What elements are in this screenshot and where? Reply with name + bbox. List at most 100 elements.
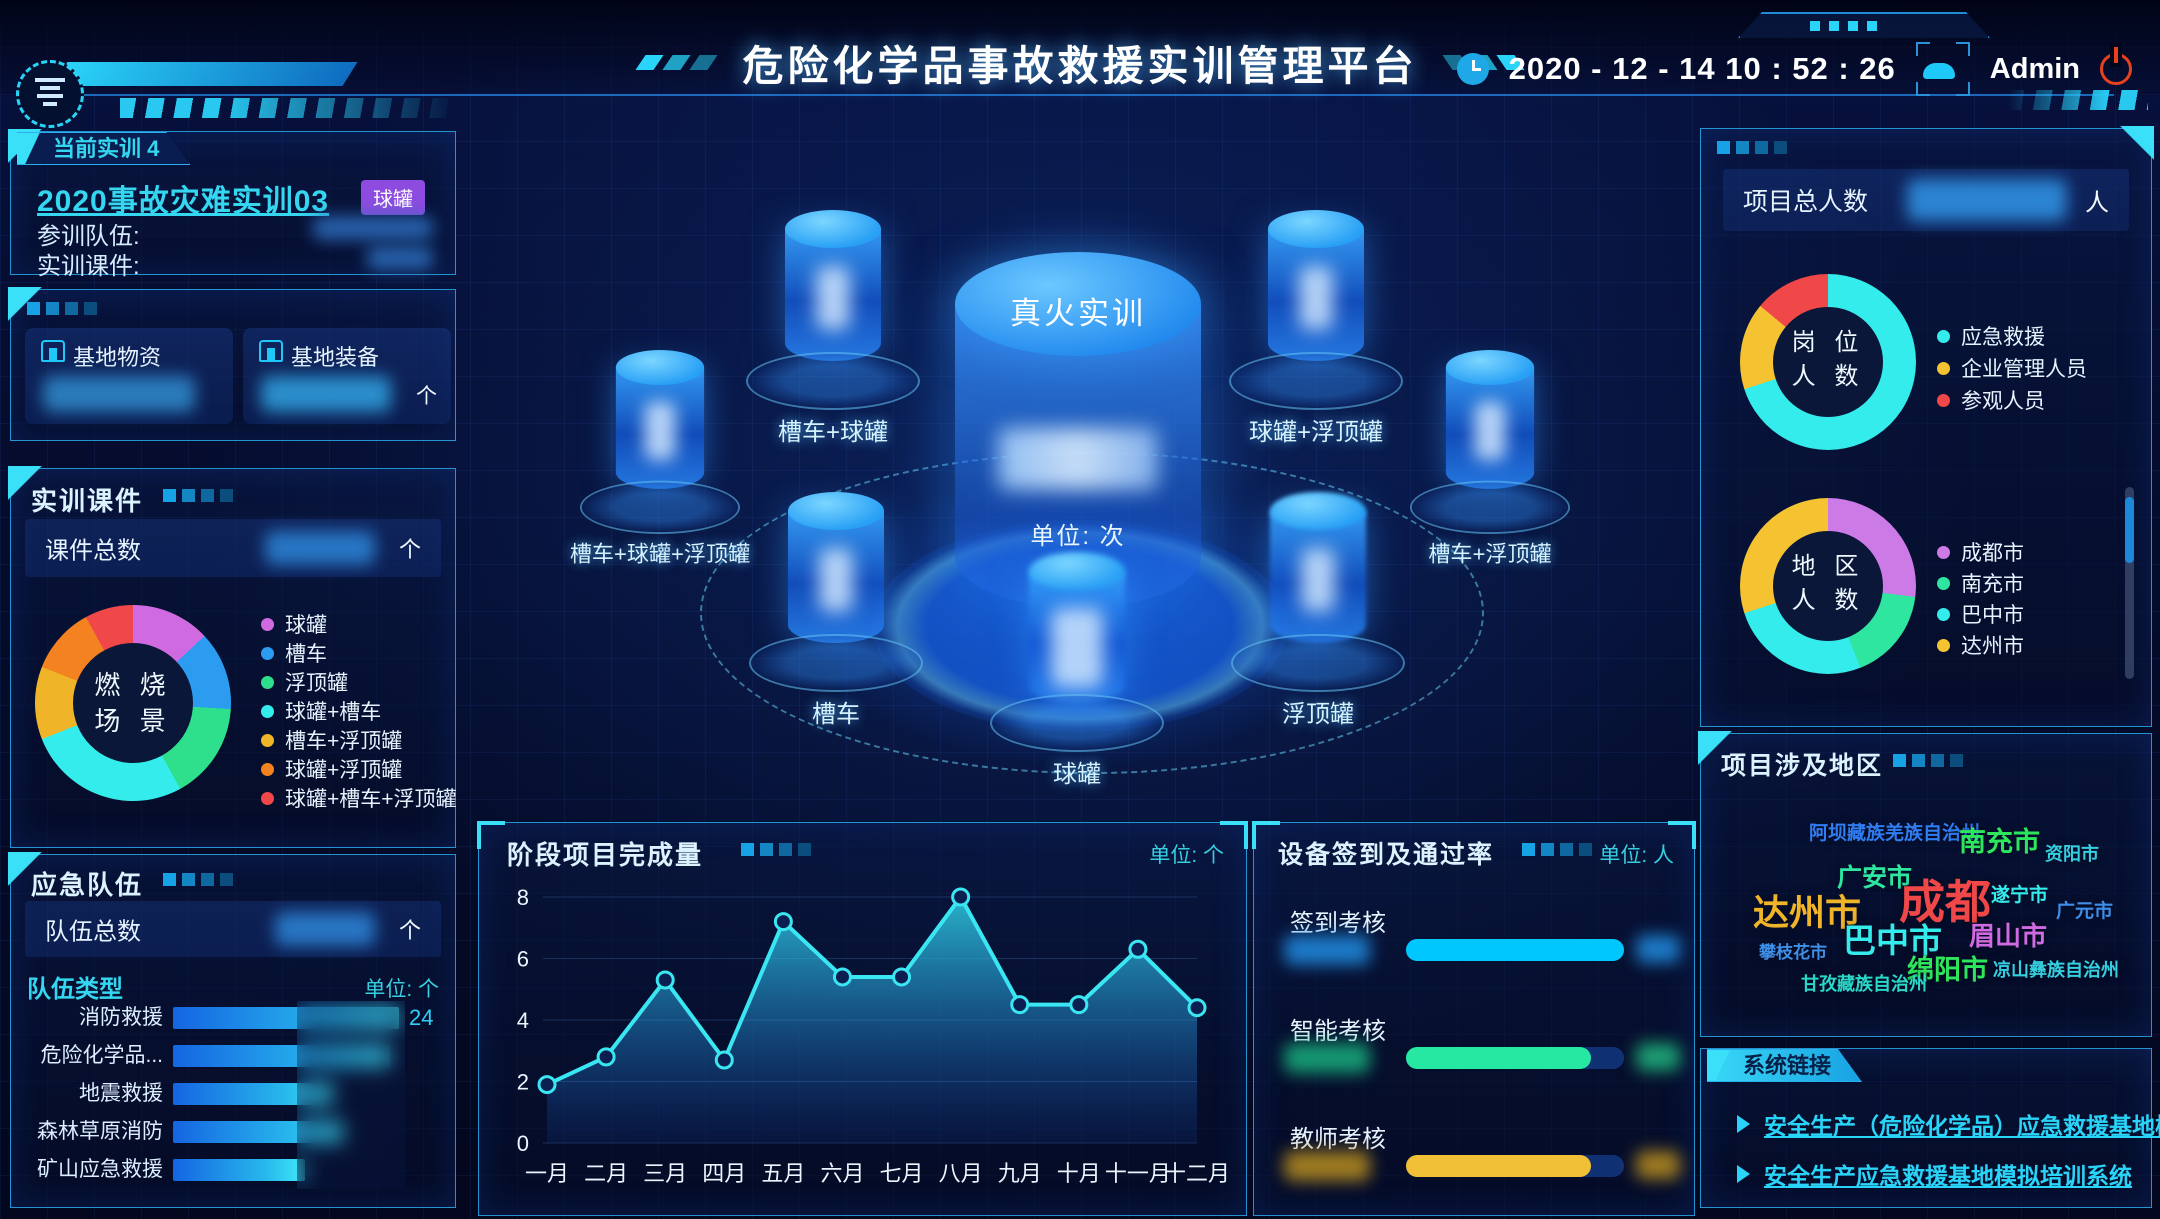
system-link-row[interactable]: 安全生产（危险化学品）应急救援基地模拟培训系统: [1737, 1107, 2160, 1141]
card-unit: 个: [416, 385, 437, 408]
unit-label: 单位: 个: [364, 978, 439, 1001]
corner-decor: [477, 821, 505, 849]
legend-item[interactable]: 槽车+浮顶罐: [261, 725, 402, 755]
scene-node-label: 槽车: [812, 701, 860, 728]
cylinder-top: [1268, 210, 1364, 248]
logout-power-icon[interactable]: [2100, 47, 2132, 85]
username[interactable]: Admin: [1989, 52, 2080, 85]
legend-item[interactable]: 球罐: [261, 609, 327, 639]
system-link[interactable]: 安全生产应急救援基地模拟培训系统: [1764, 1163, 2132, 1189]
legend-item[interactable]: 参观人员: [1937, 385, 2045, 415]
x-tick-label: 二月: [584, 1161, 628, 1186]
scene-node[interactable]: 槽车+浮顶罐: [1409, 350, 1571, 567]
cylinder-top: [1445, 350, 1535, 385]
panel-decor-squares: [163, 873, 233, 886]
wordcloud-word: 凉山彝族自治州: [1993, 960, 2119, 980]
panel-scrollbar[interactable]: [2125, 487, 2134, 679]
cylinder-top: [1029, 552, 1125, 590]
scene-node[interactable]: 球罐: [990, 552, 1164, 788]
legend-item[interactable]: 球罐+槽车: [261, 696, 381, 726]
blurred-value: [644, 401, 676, 461]
blurred-value: [1474, 401, 1506, 461]
scene-node-label: 球罐: [1053, 761, 1101, 788]
datetime: 2020 - 12 - 14 10 : 52 : 26: [1508, 51, 1896, 86]
donut-hole: [1773, 307, 1883, 417]
donut-center-label: 岗 位人 数: [1791, 329, 1865, 390]
legend-item[interactable]: 球罐+槽车+浮顶罐: [261, 783, 457, 813]
scene-node[interactable]: 槽车+球罐+浮顶罐: [570, 350, 750, 567]
scene-node[interactable]: 槽车: [749, 492, 923, 728]
scene-node[interactable]: 球罐+浮顶罐: [1229, 210, 1403, 446]
menu-icon[interactable]: [16, 60, 84, 128]
system-link[interactable]: 安全生产（危险化学品）应急救援基地模拟培训系统: [1764, 1113, 2160, 1139]
legend-item[interactable]: 成都市: [1937, 537, 2024, 567]
cylinder-base: [579, 480, 741, 534]
wordcloud-word: 攀枝花市: [1759, 943, 1827, 962]
data-point: [596, 1047, 616, 1067]
wordcloud: 阿坝藏族羌族自治州 南充市 资阳市 广安市 成都 遂宁市 广元市 达州市 巴中市 眉山市 攀枝花市绵…: [1701, 734, 2151, 1036]
blurred-value: [265, 531, 375, 565]
cylinder-base: [990, 694, 1164, 752]
center-cylinder-unit: 单位: 次: [1030, 523, 1126, 550]
total-label: 队伍总数: [45, 918, 141, 946]
unit-label: 单位: 人: [1599, 844, 1674, 867]
user-avatar[interactable]: [1915, 42, 1970, 96]
center-cylinder-title: 真火实训: [1010, 296, 1146, 331]
data-point: [892, 967, 912, 987]
wordcloud-word: 资阳市: [2045, 844, 2099, 864]
cylinder-base: [1229, 352, 1403, 410]
blurred-value: [816, 266, 850, 330]
total-unit: 人: [2085, 189, 2109, 217]
scrollbar-thumb[interactable]: [2125, 497, 2134, 563]
legend-item[interactable]: 浮顶罐: [261, 667, 348, 697]
blurred-value: [1636, 1043, 1680, 1071]
panel-decor-squares: [1522, 843, 1592, 856]
cylinder-top: [615, 350, 705, 385]
header-dash-strip: [120, 98, 460, 118]
blurred-value: [313, 216, 433, 240]
wordcloud-word: 绵阳市: [1907, 955, 1988, 985]
corner-decor: [2118, 126, 2154, 162]
header-right-group: 2020 - 12 - 14 10 : 52 : 26 Admin: [1456, 42, 2132, 96]
header-notch: [1738, 12, 1990, 38]
bar-track: [173, 1159, 399, 1181]
current-training-panel: 当前实训 4 2020事故灾难实训03 球罐 参训队伍: 实训课件:: [8, 129, 456, 280]
legend-item[interactable]: 达州市: [1937, 630, 2024, 660]
bar-label: 地震救援: [79, 1082, 163, 1105]
scene-node[interactable]: 浮顶罐: [1231, 492, 1405, 728]
corner-decor: [1252, 821, 1280, 849]
cylinder-base: [746, 352, 920, 410]
corner-decor: [8, 852, 44, 888]
system-link-row[interactable]: 安全生产应急救援基地模拟培训系统: [1737, 1157, 2132, 1191]
x-tick-label: 一月: [525, 1161, 569, 1186]
x-tick-label: 五月: [761, 1161, 805, 1186]
current-training-tab[interactable]: 当前实训 4: [17, 132, 190, 165]
y-tick-label: 4: [517, 1008, 529, 1033]
panel-decor-squares: [1717, 141, 1787, 154]
bar-label: 矿山应急救援: [37, 1158, 163, 1181]
data-point: [1187, 998, 1207, 1018]
data-point: [537, 1075, 557, 1095]
wordcloud-word: 阿坝藏族羌族自治州: [1809, 823, 1981, 844]
legend-item[interactable]: 槽车: [261, 638, 327, 668]
legend-item[interactable]: 巴中市: [1937, 599, 2024, 629]
panel-title: 阶段项目完成量: [507, 840, 704, 870]
corner-decor: [1220, 821, 1248, 849]
page-title: 危险化学品事故救援实训管理平台: [742, 43, 1418, 89]
panel-decor-squares: [27, 302, 97, 315]
panel-title: 项目涉及地区: [1721, 752, 1884, 780]
training-name-link[interactable]: 2020事故灾难实训03: [37, 185, 330, 218]
blurred-value: [1284, 1043, 1370, 1073]
legend-item[interactable]: 企业管理人员: [1937, 353, 2087, 383]
legend-item[interactable]: 应急救援: [1937, 321, 2045, 351]
legend-item[interactable]: 南充市: [1937, 568, 2024, 598]
bar-track: [173, 1083, 399, 1105]
blurred-value: [998, 428, 1158, 490]
warehouse-icon: [41, 340, 65, 362]
legend-item[interactable]: 球罐+浮顶罐: [261, 754, 402, 784]
legend-dot: [261, 762, 274, 776]
scene-node[interactable]: 槽车+球罐: [746, 210, 920, 446]
card-label: 基地装备: [291, 345, 380, 370]
header-divider: [64, 94, 2114, 96]
